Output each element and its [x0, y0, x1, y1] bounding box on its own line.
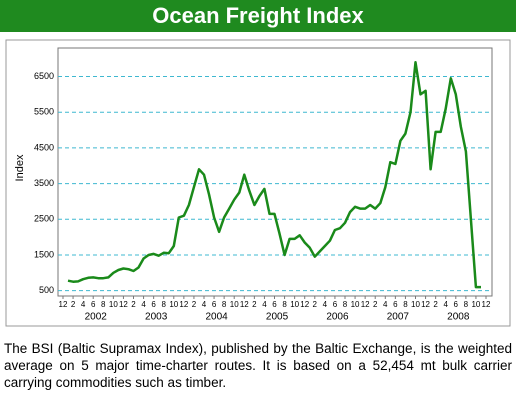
x-tick-label: 8 — [161, 300, 166, 309]
year-label: 2004 — [205, 312, 228, 323]
x-tick-label: 6 — [272, 300, 277, 309]
x-tick-label: 2 — [192, 300, 197, 309]
x-tick-label: 2 — [71, 300, 76, 309]
x-tick-label: 2 — [313, 300, 318, 309]
x-tick-label: 8 — [403, 300, 408, 309]
x-tick-label: 12 — [59, 300, 68, 309]
x-tick-label: 12 — [300, 300, 309, 309]
year-label: 2007 — [387, 312, 410, 323]
x-tick-label: 8 — [282, 300, 287, 309]
x-tick-label: 10 — [351, 300, 360, 309]
x-tick-label: 6 — [333, 300, 338, 309]
x-tick-label: 2 — [373, 300, 378, 309]
x-tick-label: 8 — [464, 300, 469, 309]
x-tick-label: 12 — [179, 300, 188, 309]
x-tick-label: 6 — [91, 300, 96, 309]
x-tick-label: 12 — [361, 300, 370, 309]
y-tick-label: 6500 — [34, 71, 54, 81]
x-tick-label: 2 — [252, 300, 257, 309]
y-axis-label: Index — [14, 154, 26, 181]
x-tick-label: 4 — [81, 300, 86, 309]
x-tick-label: 8 — [222, 300, 227, 309]
x-tick-label: 8 — [101, 300, 106, 309]
x-tick-label: 4 — [202, 300, 207, 309]
x-tick-label: 2 — [433, 300, 438, 309]
title-bar: Ocean Freight Index — [0, 0, 516, 32]
x-tick-label: 10 — [290, 300, 299, 309]
chart-frame — [5, 39, 511, 327]
y-tick-label: 4500 — [34, 142, 54, 152]
x-tick-label: 12 — [421, 300, 430, 309]
x-tick-label: 6 — [454, 300, 459, 309]
x-tick-label: 10 — [230, 300, 239, 309]
y-tick-label: 500 — [39, 285, 54, 295]
y-tick-label: 2500 — [34, 214, 54, 224]
plot-area — [57, 47, 493, 297]
x-tick-label: 4 — [323, 300, 328, 309]
x-tick-label: 6 — [393, 300, 398, 309]
x-tick-label: 6 — [151, 300, 156, 309]
x-tick-label: 4 — [443, 300, 448, 309]
x-tick-label: 12 — [240, 300, 249, 309]
x-tick-label: 10 — [471, 300, 480, 309]
y-tick-label: 3500 — [34, 178, 54, 188]
caption: The BSI (Baltic Supramax Index), publish… — [4, 341, 512, 390]
y-tick-label: 1500 — [34, 249, 54, 259]
x-tick-label: 10 — [411, 300, 420, 309]
x-tick-label: 12 — [482, 300, 491, 309]
year-label: 2003 — [145, 312, 168, 323]
year-label: 2005 — [266, 312, 289, 323]
y-tick-label: 5500 — [34, 107, 54, 117]
x-tick-label: 4 — [383, 300, 388, 309]
data-line — [67, 61, 481, 289]
year-label: 2008 — [447, 312, 470, 323]
x-tick-label: 12 — [119, 300, 128, 309]
year-label: 2006 — [326, 312, 349, 323]
x-tick-label: 10 — [109, 300, 118, 309]
year-label: 2002 — [85, 312, 108, 323]
x-tick-label: 10 — [169, 300, 178, 309]
x-tick-label: 2 — [131, 300, 136, 309]
x-tick-label: 8 — [343, 300, 348, 309]
x-tick-label: 4 — [262, 300, 267, 309]
x-tick-label: 4 — [141, 300, 146, 309]
x-tick-label: 6 — [212, 300, 217, 309]
